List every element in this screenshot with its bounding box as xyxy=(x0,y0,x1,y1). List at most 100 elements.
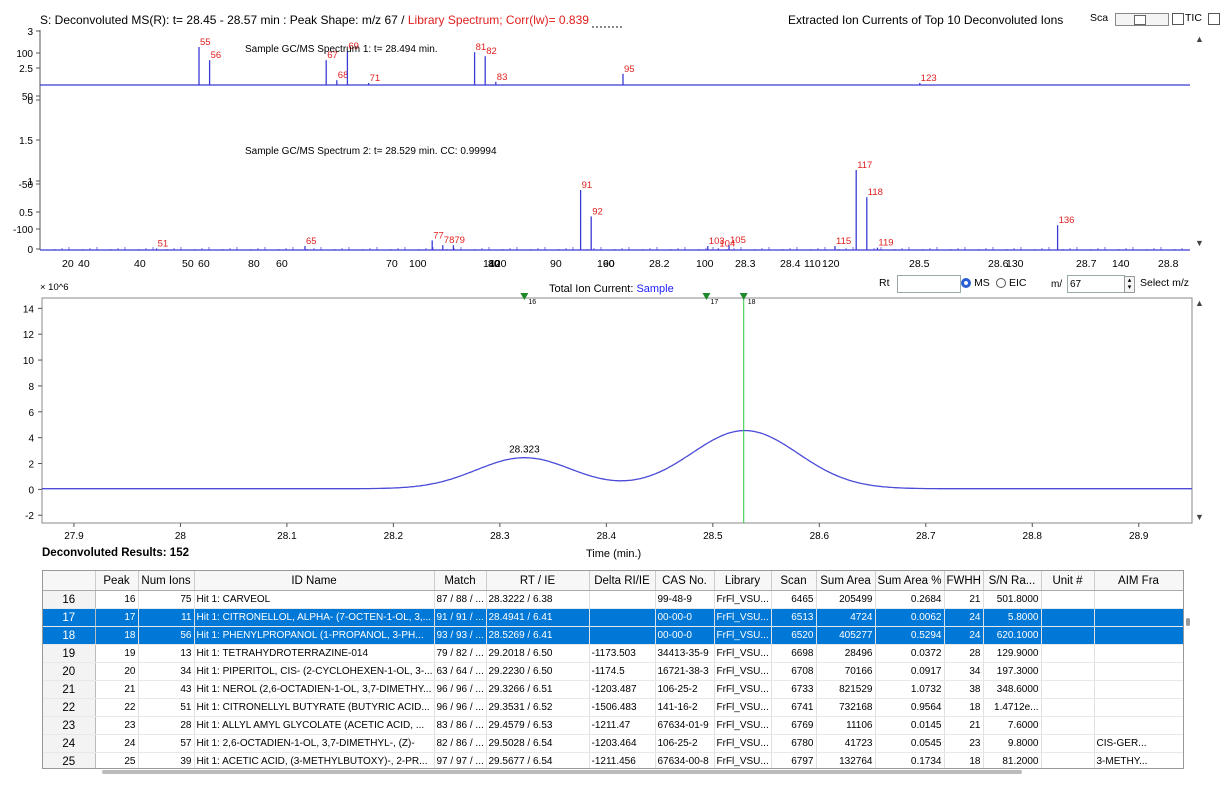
tic-scroll-down-icon[interactable]: ▼ xyxy=(1195,512,1204,522)
cell-rt[interactable]: 29.3266 / 6.51 xyxy=(486,680,590,699)
column-header[interactable]: RT / IE xyxy=(486,571,590,591)
cell-delta[interactable]: -1173.503 xyxy=(589,644,656,663)
select-mz-label[interactable]: Select m/z xyxy=(1140,277,1190,289)
cell-rt[interactable]: 29.4579 / 6.53 xyxy=(486,716,590,735)
table-row[interactable]: 24 24 57 Hit 1: 2,6-OCTADIEN-1-OL, 3,7-DIME… xyxy=(43,734,1183,753)
column-header[interactable]: S/N Ra... xyxy=(983,571,1042,591)
cell-lib[interactable]: FrFl_VSU... xyxy=(714,590,772,609)
cell-scan[interactable]: 6733 xyxy=(771,680,817,699)
cell-lib[interactable]: FrFl_VSU... xyxy=(714,662,772,681)
column-header[interactable]: Delta RI/IE xyxy=(589,571,656,591)
scale-slider-thumb[interactable] xyxy=(1134,15,1146,25)
cell-name[interactable]: Hit 1: CITRONELLOL, ALPHA- (7-OCTEN-1-OL… xyxy=(194,608,435,627)
cell-name[interactable]: Hit 1: CARVEOL xyxy=(194,590,435,609)
cell-rt[interactable]: 29.2018 / 6.50 xyxy=(486,644,590,663)
cell-ions[interactable]: 11 xyxy=(138,608,195,627)
cell-cas[interactable]: 34413-35-9 xyxy=(655,644,715,663)
cell-aim[interactable] xyxy=(1094,590,1183,609)
cell-match[interactable]: 93 / 93 / ... xyxy=(434,626,487,645)
mz-input[interactable] xyxy=(1067,275,1125,293)
column-header[interactable]: Sum Area % xyxy=(875,571,945,591)
cell-match[interactable]: 96 / 96 / ... xyxy=(434,698,487,717)
cell-delta[interactable] xyxy=(589,608,656,627)
spin-up-icon[interactable]: ▴ xyxy=(1127,277,1132,284)
cell-match[interactable]: 83 / 86 / ... xyxy=(434,716,487,735)
column-header[interactable]: CAS No. xyxy=(655,571,715,591)
cell-sn[interactable]: 197.3000 xyxy=(983,662,1042,681)
column-header[interactable]: Sum Area xyxy=(816,571,876,591)
cell-pct[interactable]: 0.9564 xyxy=(875,698,945,717)
cell-lib[interactable]: FrFl_VSU... xyxy=(714,698,772,717)
cell-rt[interactable]: 28.3222 / 6.38 xyxy=(486,590,590,609)
column-header[interactable]: Unit # xyxy=(1041,571,1095,591)
table-row[interactable]: 21 21 43 Hit 1: NEROL (2,6-OCTADIEN-1-OL, 3… xyxy=(43,680,1183,699)
cell-unit[interactable] xyxy=(1041,626,1095,645)
cell-sn[interactable]: 129.9000 xyxy=(983,644,1042,663)
row-header[interactable]: 23 xyxy=(43,716,96,735)
row-header[interactable]: 19 xyxy=(43,644,96,663)
table-row[interactable]: 19 19 13 Hit 1: TETRAHYDROTERRAZINE-014 79 /… xyxy=(43,644,1183,663)
scale-slider[interactable] xyxy=(1115,13,1169,26)
cell-aim[interactable]: 3-METHY... xyxy=(1094,752,1183,768)
cell-scan[interactable]: 6780 xyxy=(771,734,817,753)
cell-delta[interactable]: -1506.483 xyxy=(589,698,656,717)
column-header[interactable]: ID Name xyxy=(194,571,435,591)
cell-rt[interactable]: 29.2230 / 6.50 xyxy=(486,662,590,681)
cell-peak[interactable]: 16 xyxy=(95,590,139,609)
cell-area[interactable]: 132764 xyxy=(816,752,876,768)
row-header[interactable]: 16 xyxy=(43,590,96,609)
cell-area[interactable]: 70166 xyxy=(816,662,876,681)
cell-rt[interactable]: 28.5269 / 6.41 xyxy=(486,626,590,645)
results-grid[interactable]: Peak Num Ions ID Name Match RT / IE Delta RI/… xyxy=(42,570,1184,769)
cell-fwhh[interactable]: 38 xyxy=(944,680,984,699)
table-row[interactable]: 16 16 75 Hit 1: CARVEOL 87 / 88 / ... 28.3222… xyxy=(43,590,1183,609)
cell-delta[interactable]: -1211.47 xyxy=(589,716,656,735)
cell-cas[interactable]: 106-25-2 xyxy=(655,734,715,753)
cell-area[interactable]: 205499 xyxy=(816,590,876,609)
tic-checkbox[interactable] xyxy=(1172,13,1184,25)
cell-cas[interactable]: 141-16-2 xyxy=(655,698,715,717)
cell-unit[interactable] xyxy=(1041,608,1095,627)
spin-down-icon[interactable]: ▾ xyxy=(1127,284,1132,291)
cell-pct[interactable]: 1.0732 xyxy=(875,680,945,699)
cell-unit[interactable] xyxy=(1041,644,1095,663)
row-header[interactable]: 17 xyxy=(43,608,96,627)
mz-spinner[interactable]: ▴ ▾ xyxy=(1124,276,1135,293)
cell-delta[interactable] xyxy=(589,626,656,645)
results-horizontal-scrollbar[interactable] xyxy=(42,768,1182,776)
table-row[interactable]: 25 25 39 Hit 1: ACETIC ACID, (3-METHYLBUTOX… xyxy=(43,752,1183,768)
cell-aim[interactable] xyxy=(1094,680,1183,699)
cell-unit[interactable] xyxy=(1041,734,1095,753)
cell-aim[interactable]: CIS-GER... xyxy=(1094,734,1183,753)
row-header[interactable]: 20 xyxy=(43,662,96,681)
column-header[interactable]: Num Ions xyxy=(138,571,195,591)
cell-peak[interactable]: 19 xyxy=(95,644,139,663)
cell-sn[interactable]: 620.1000 xyxy=(983,626,1042,645)
column-header[interactable]: FWHH xyxy=(944,571,984,591)
cell-name[interactable]: Hit 1: ALLYL AMYL GLYCOLATE (ACETIC ACID… xyxy=(194,716,435,735)
peak-marker-16[interactable] xyxy=(520,293,529,300)
cell-ions[interactable]: 39 xyxy=(138,752,195,768)
cell-pct[interactable]: 0.0917 xyxy=(875,662,945,681)
cell-scan[interactable]: 6741 xyxy=(771,698,817,717)
cell-ions[interactable]: 51 xyxy=(138,698,195,717)
results-hscroll-thumb[interactable] xyxy=(102,770,1022,774)
cell-name[interactable]: Hit 1: ACETIC ACID, (3-METHYLBUTOXY)-, 2… xyxy=(194,752,435,768)
spectra-scroll-down-icon[interactable]: ▼ xyxy=(1195,238,1204,248)
cell-sn[interactable]: 348.6000 xyxy=(983,680,1042,699)
cell-area[interactable]: 28496 xyxy=(816,644,876,663)
cell-sn[interactable]: 7.6000 xyxy=(983,716,1042,735)
cell-area[interactable]: 405277 xyxy=(816,626,876,645)
cell-match[interactable]: 91 / 91 / ... xyxy=(434,608,487,627)
cell-fwhh[interactable]: 24 xyxy=(944,626,984,645)
cell-delta[interactable] xyxy=(589,590,656,609)
cell-fwhh[interactable]: 21 xyxy=(944,590,984,609)
cell-peak[interactable]: 24 xyxy=(95,734,139,753)
cell-scan[interactable]: 6698 xyxy=(771,644,817,663)
row-header[interactable]: 24 xyxy=(43,734,96,753)
cell-aim[interactable] xyxy=(1094,608,1183,627)
cell-unit[interactable] xyxy=(1041,716,1095,735)
cell-match[interactable]: 87 / 88 / ... xyxy=(434,590,487,609)
cell-pct[interactable]: 0.0145 xyxy=(875,716,945,735)
cell-match[interactable]: 96 / 96 / ... xyxy=(434,680,487,699)
